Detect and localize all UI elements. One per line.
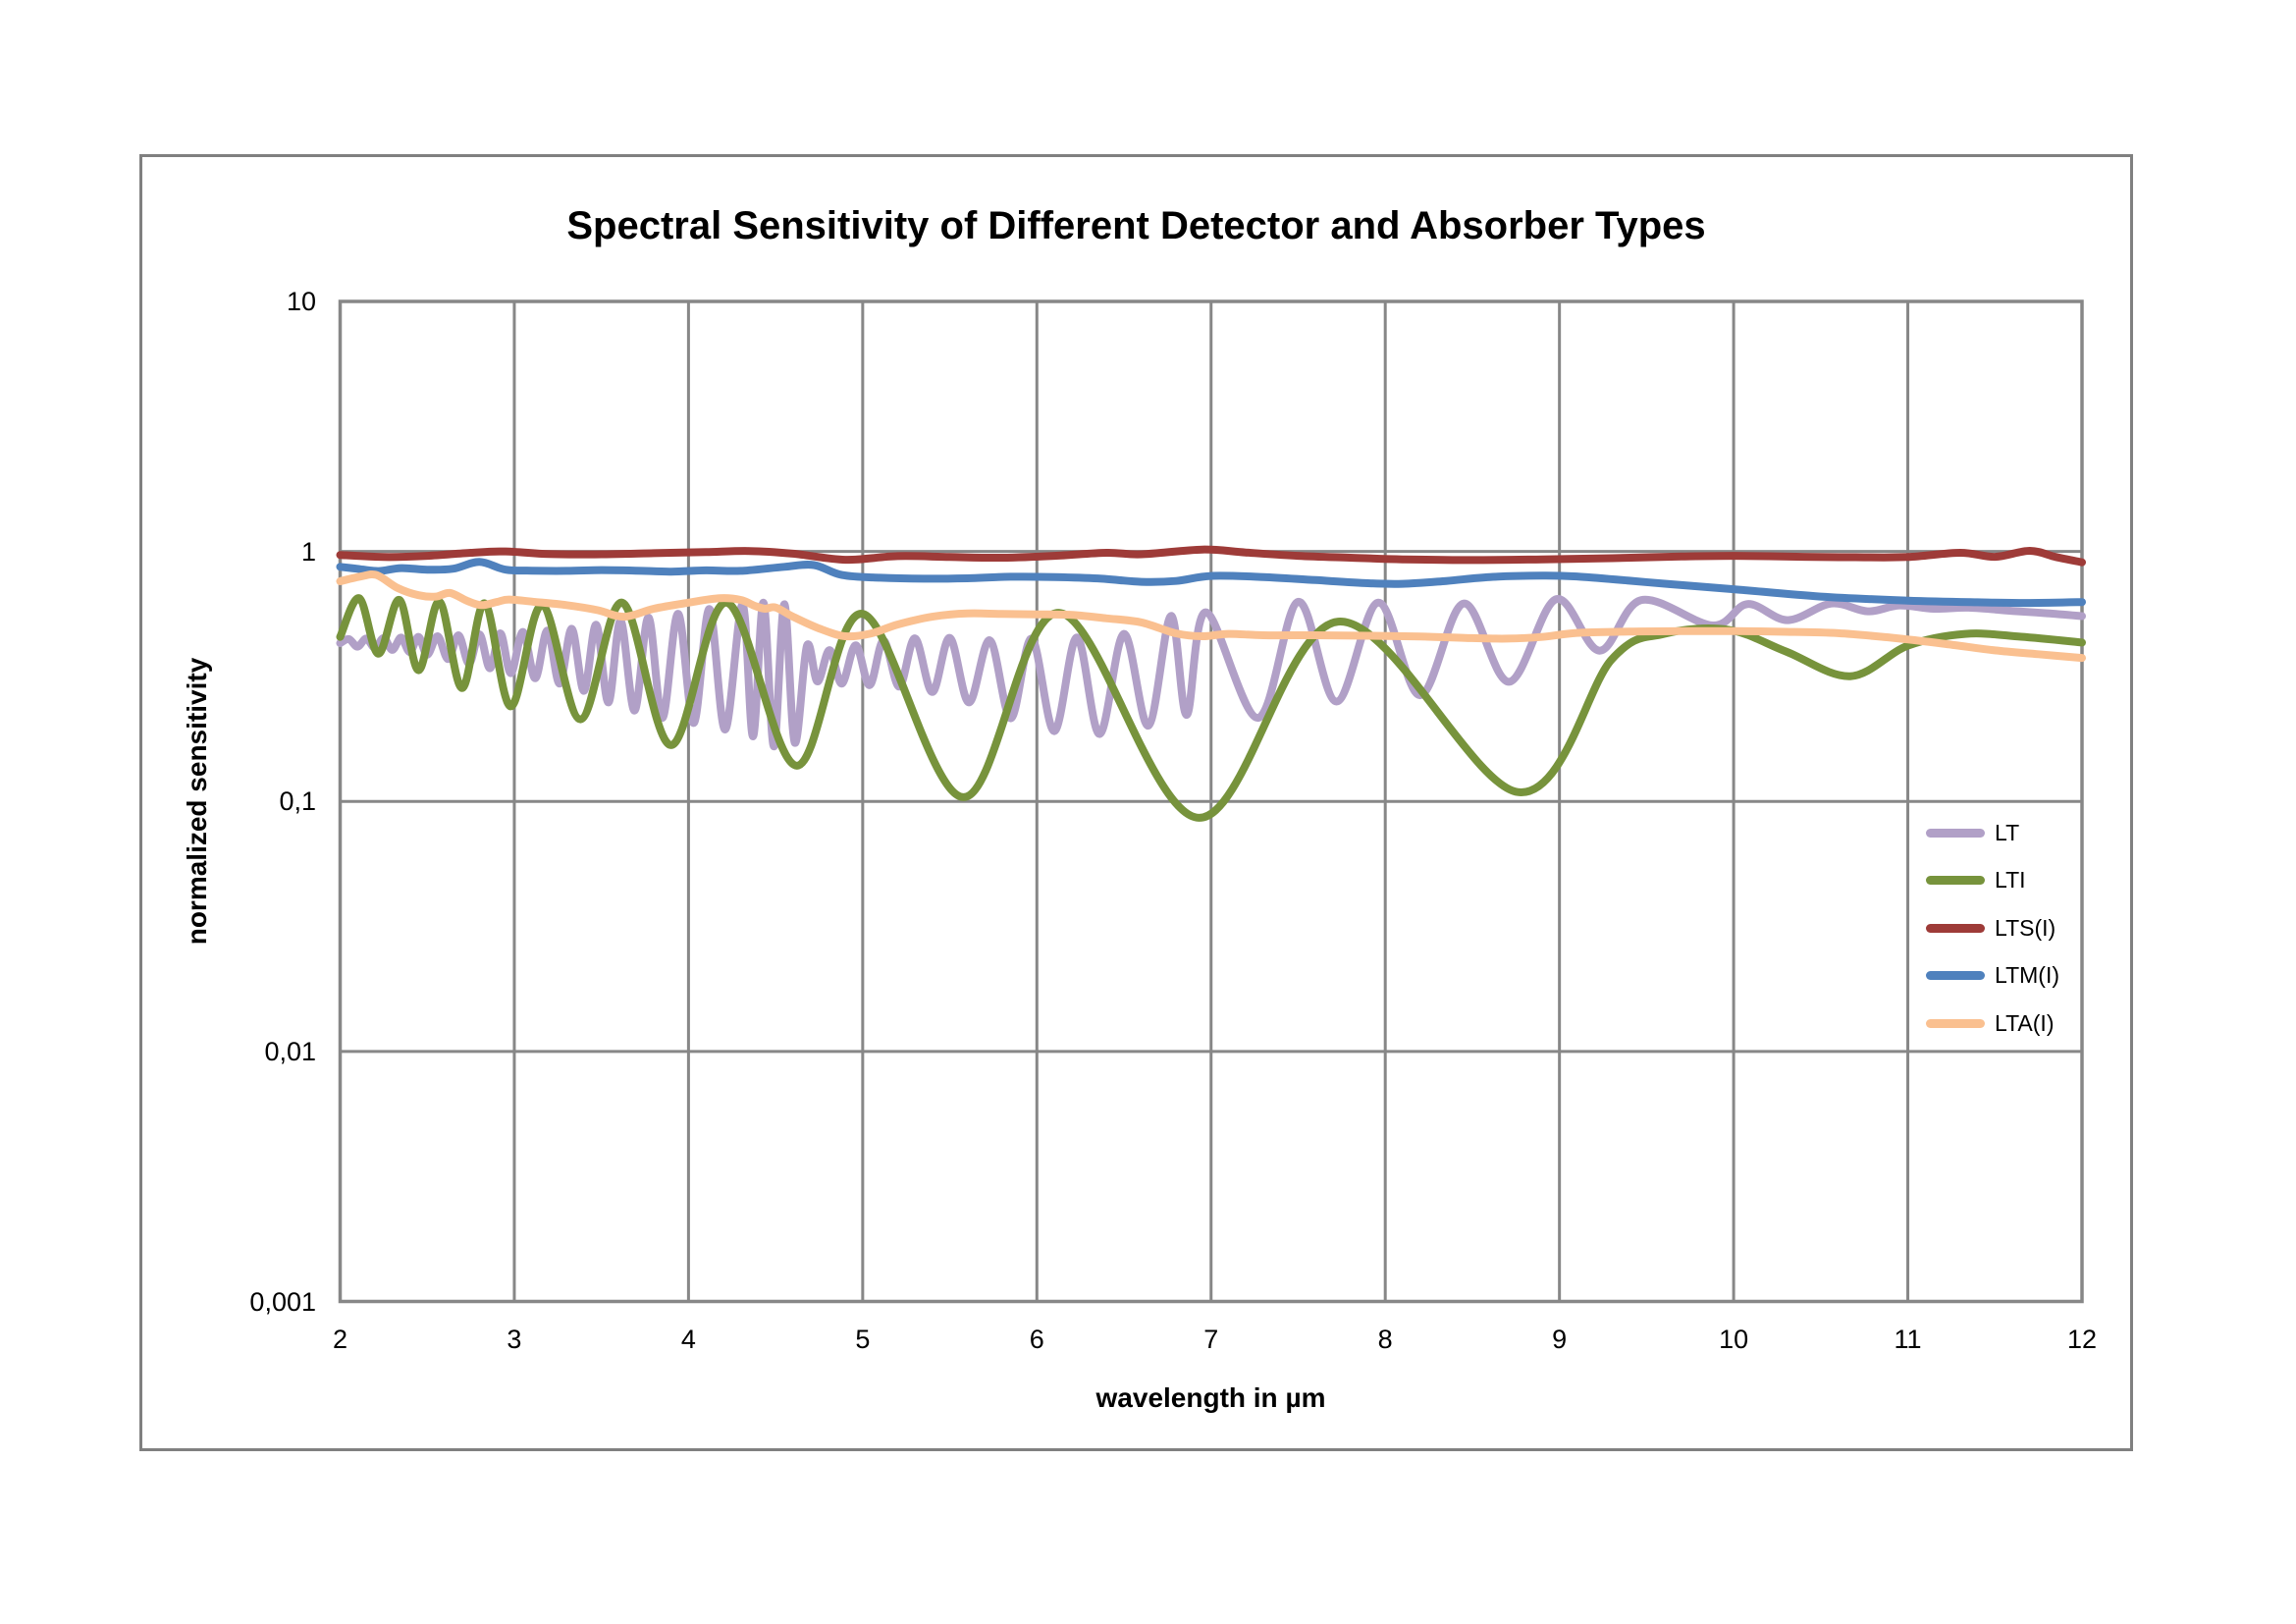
series-line-LTA(I) <box>336 569 2086 663</box>
y-tick-label-0,001: 0,001 <box>249 1286 316 1317</box>
plot-border <box>338 299 2084 1304</box>
y-tick-label-0,01: 0,01 <box>264 1036 316 1066</box>
legend-swatch-LTM(I) <box>1926 971 1985 981</box>
x-tick-label-8: 8 <box>1377 1325 1393 1354</box>
x-tick-label-4: 4 <box>680 1325 696 1354</box>
legend-item-LTS(I): LTS(I) <box>1926 913 2103 943</box>
legend-item-LTI: LTI <box>1926 865 2103 894</box>
legend-item-LTA(I): LTA(I) <box>1926 1008 2103 1038</box>
y-axis-title: normalized sensitivity <box>182 657 212 946</box>
legend-label-LTI: LTI <box>1995 867 2026 893</box>
x-tick-label-5: 5 <box>855 1325 871 1354</box>
legend-swatch-LTS(I) <box>1926 923 1985 933</box>
legend-swatch-LT <box>1926 829 1985 838</box>
chart-title: Spectral Sensitivity of Different Detect… <box>566 204 1706 247</box>
y-tick-label-0,1: 0,1 <box>279 786 316 817</box>
legend-label-LTS(I): LTS(I) <box>1995 914 2056 941</box>
figure-border <box>139 154 2133 1451</box>
x-tick-label-10: 10 <box>1719 1325 1749 1354</box>
x-axis-title: wavelength in µm <box>1095 1382 1326 1413</box>
legend-label-LT: LT <box>1995 820 2020 845</box>
series-line-LTS(I) <box>336 545 2086 567</box>
x-tick-label-11: 11 <box>1894 1325 1922 1354</box>
y-tick-label-10: 10 <box>286 287 316 316</box>
y-tick-label-1: 1 <box>300 536 316 567</box>
x-tick-label-3: 3 <box>507 1325 522 1354</box>
series-line-LTM(I) <box>336 558 2086 608</box>
x-tick-label-9: 9 <box>1552 1325 1568 1354</box>
legend-swatch-LTI <box>1926 876 1985 886</box>
legend-swatch-LTA(I) <box>1926 1018 1985 1028</box>
series-line-LT <box>336 595 2086 751</box>
x-tick-label-6: 6 <box>1029 1325 1044 1354</box>
x-tick-label-2: 2 <box>332 1325 348 1354</box>
legend-item-LTM(I): LTM(I) <box>1926 960 2103 990</box>
legend-label-LTM(I): LTM(I) <box>1995 962 2060 989</box>
legend-label-LTA(I): LTA(I) <box>1995 1009 2055 1036</box>
legend-item-LT: LT <box>1926 818 2103 847</box>
x-tick-label-12: 12 <box>2066 1325 2098 1354</box>
x-tick-label-7: 7 <box>1203 1325 1219 1354</box>
